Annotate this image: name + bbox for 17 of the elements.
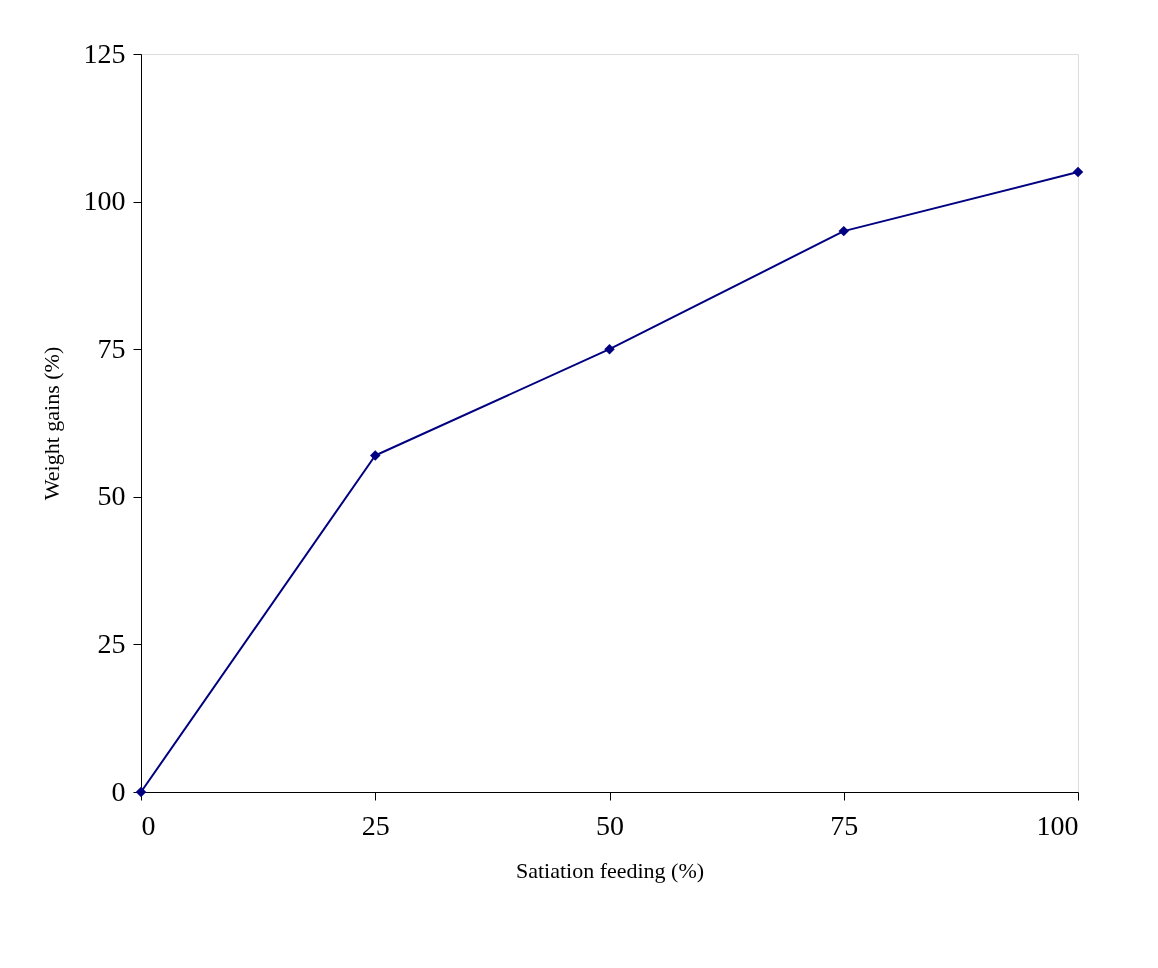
- x-tick-label: 100: [1036, 809, 1079, 841]
- y-tick-label: 0: [111, 775, 126, 807]
- x-axis-title: Satiation feeding (%): [515, 857, 705, 883]
- x-tick-label: 0: [141, 809, 156, 841]
- y-tick-label: 100: [83, 185, 126, 217]
- x-tick-label: 50: [596, 809, 624, 841]
- y-axis-title: Weight gains (%): [38, 346, 64, 501]
- y-tick-label: 25: [97, 627, 126, 659]
- y-tick-label: 50: [97, 480, 126, 512]
- point: [370, 450, 381, 461]
- point: [1072, 166, 1084, 178]
- x-tick-label: 25: [361, 809, 390, 841]
- point: [838, 225, 849, 237]
- y-tick-label: 75: [97, 332, 126, 364]
- point: [604, 343, 615, 355]
- x-tick-label: 75: [830, 809, 859, 841]
- y-tick-label: 125: [83, 37, 126, 69]
